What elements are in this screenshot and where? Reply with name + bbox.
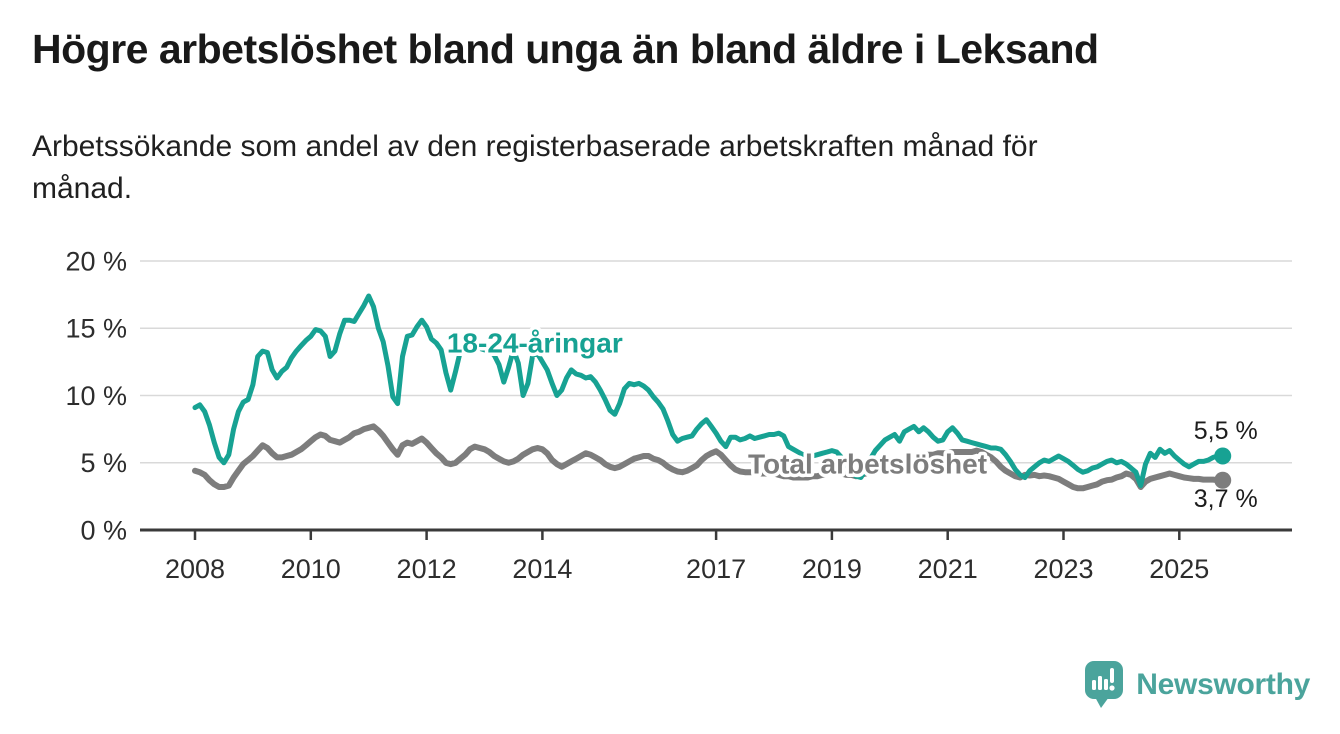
chart-title: Högre arbetslöshet bland unga än bland ä…	[32, 26, 1099, 72]
brand-name: Newsworthy	[1136, 667, 1310, 701]
y-tick-label: 0 %	[80, 515, 127, 545]
x-tick-label: 2017	[686, 554, 746, 584]
x-tick-label: 2008	[165, 554, 225, 584]
end-value-label-youth: 5,5 %	[1194, 417, 1258, 445]
x-tick-label: 2010	[281, 554, 341, 584]
end-dot-total	[1214, 471, 1232, 489]
chart-subtitle: Arbetssökande som andel av den registerb…	[32, 126, 1038, 210]
x-axis-labels: 2008 2010 2012 2014 2017 2019 2021 2023 2025	[165, 554, 1209, 584]
chart-subtitle-line1: Arbetssökande som andel av den registerb…	[32, 130, 1038, 163]
y-tick-label: 10 %	[65, 381, 127, 411]
y-axis-labels: 0 % 5 % 10 % 15 % 20 %	[65, 246, 127, 545]
y-tick-label: 5 %	[80, 448, 127, 478]
y-tick-label: 20 %	[65, 246, 127, 276]
brand-footer: Newsworthy	[1085, 661, 1310, 708]
x-tick-label: 2014	[512, 554, 572, 584]
x-axis-ticks	[193, 531, 1181, 540]
x-tick-label: 2012	[397, 554, 457, 584]
end-value-label-total: 3,7 %	[1194, 485, 1258, 513]
series-label-total: Total arbetslöshet	[748, 449, 987, 480]
x-tick-label: 2023	[1033, 554, 1093, 584]
chart-subtitle-line2: månad.	[32, 172, 133, 205]
series-label-youth: 18-24-åringar	[447, 327, 623, 358]
series-line-youth	[192, 293, 1226, 489]
end-dot-youth	[1214, 447, 1232, 465]
y-tick-label: 15 %	[65, 314, 127, 344]
x-tick-label: 2019	[802, 554, 862, 584]
newsworthy-logo-icon	[1085, 661, 1124, 708]
series-line-total	[192, 423, 1226, 492]
x-tick-label: 2021	[918, 554, 978, 584]
x-tick-label: 2025	[1149, 554, 1209, 584]
